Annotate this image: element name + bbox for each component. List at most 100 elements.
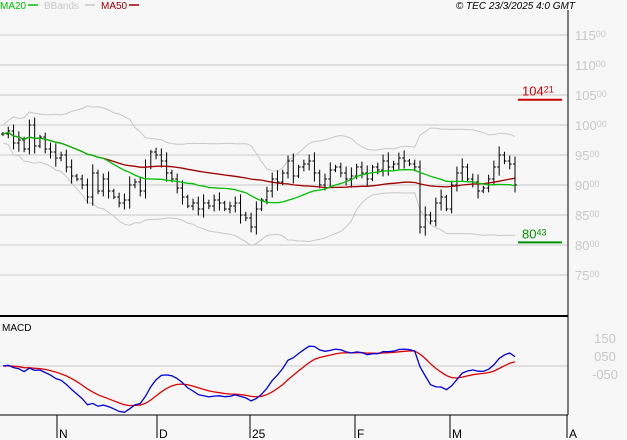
price-bar [491,160,496,186]
price-bar [428,211,433,225]
price-bar [59,151,64,162]
macd-y-tick: 150 [594,331,616,346]
price-bar [423,206,428,236]
legend-bbands: BBands [44,1,79,12]
price-bar [386,152,391,176]
y-tick-int: 80 [575,238,589,253]
price-bar [286,155,291,179]
y-tick-int: 90 [575,178,589,193]
support-int: 80 [522,226,536,241]
y-tick-dec: 00 [589,179,599,189]
x-ticks: N D 25 F M A [56,415,577,440]
price-bars [1,117,517,236]
price-bar [275,170,280,191]
price-bar [206,199,211,210]
price-bar [328,162,333,187]
price-bar [407,158,412,167]
y-tick-dec: 00 [596,29,606,39]
price-bar [402,150,407,169]
price-bar [164,152,169,182]
price-bar [16,131,21,152]
macd-y-tick: 050 [594,349,616,364]
y-tick-label: 7500 [575,268,599,283]
price-bar [217,192,222,211]
price-bar [476,174,481,199]
price-bar [201,194,206,218]
price-bar [48,142,53,159]
price-bar [433,197,438,227]
price-bar [64,149,69,173]
y-tick-dec: 00 [589,209,599,219]
y-tick-label: 9500 [575,148,599,163]
price-bar [264,186,269,205]
price-bar [365,165,370,187]
legend-ma20: MA20 [0,1,27,12]
price-bar [396,152,401,170]
price-bar [349,167,354,188]
price-bar [359,161,364,179]
price-bar [85,178,90,204]
bollinger-bands [2,105,516,247]
y-tick-label: 10000 [575,118,607,133]
price-bar [37,134,42,149]
legend-ma50: MA50 [101,1,128,12]
price-levels: 10421 8043 [518,84,562,244]
price-bar [507,155,512,170]
price-bar [296,164,301,179]
price-bar [122,193,127,210]
price-bar [439,189,444,211]
price-bar [391,160,396,171]
x-tick-label: N [59,427,68,440]
price-bar [117,192,122,208]
macd-label: MACD [2,323,31,334]
y-tick-label: 8500 [575,208,599,223]
price-bar [249,212,254,233]
y-tick-int: 95 [575,148,589,163]
x-tick-label: 25 [252,427,266,440]
price-bar [227,201,232,214]
price-bar [127,176,132,209]
y-tick-dec: 00 [597,119,607,129]
copyright: © TEC 23/3/2025 4:0 GMT [456,1,576,12]
price-bar [11,124,16,150]
y-tick-int: 85 [575,208,589,223]
price-bar [481,185,486,194]
price-bar [74,173,79,182]
y-tick-dec: 00 [589,149,599,159]
price-bar [280,169,285,186]
price-bar [444,194,449,212]
price-bar [191,198,196,211]
price-bar [196,196,201,216]
bband-lower [2,142,516,247]
price-bar [132,178,137,189]
price-bar [312,152,317,182]
y-tick-dec: 00 [597,89,607,99]
price-bar [465,163,470,183]
price-bar [301,159,306,172]
x-tick-label: D [159,427,168,440]
legend: MA20 BBands MA50 [0,1,139,12]
y-tick-int: 100 [575,118,597,133]
y-tick-int: 105 [575,88,597,103]
y-tick-dec: 00 [589,269,599,279]
y-tick-int: 115 [575,28,596,43]
price-bar [159,148,164,168]
price-bar [111,188,116,200]
price-bar [32,117,37,154]
price-bar [90,164,95,206]
price-bar [238,194,243,224]
x-tick-label: A [569,427,577,440]
price-bar [254,201,259,235]
macd-y-tick: -050 [592,367,618,382]
moving-averages [2,131,516,204]
price-bar [497,146,502,176]
ma20-line [2,131,516,204]
y-tick-label: 11500 [575,28,606,43]
price-bar [106,171,111,199]
price-bar [381,154,386,177]
price-bar [69,159,74,184]
price-bar [180,180,185,205]
y-tick-label: 9000 [575,178,599,193]
